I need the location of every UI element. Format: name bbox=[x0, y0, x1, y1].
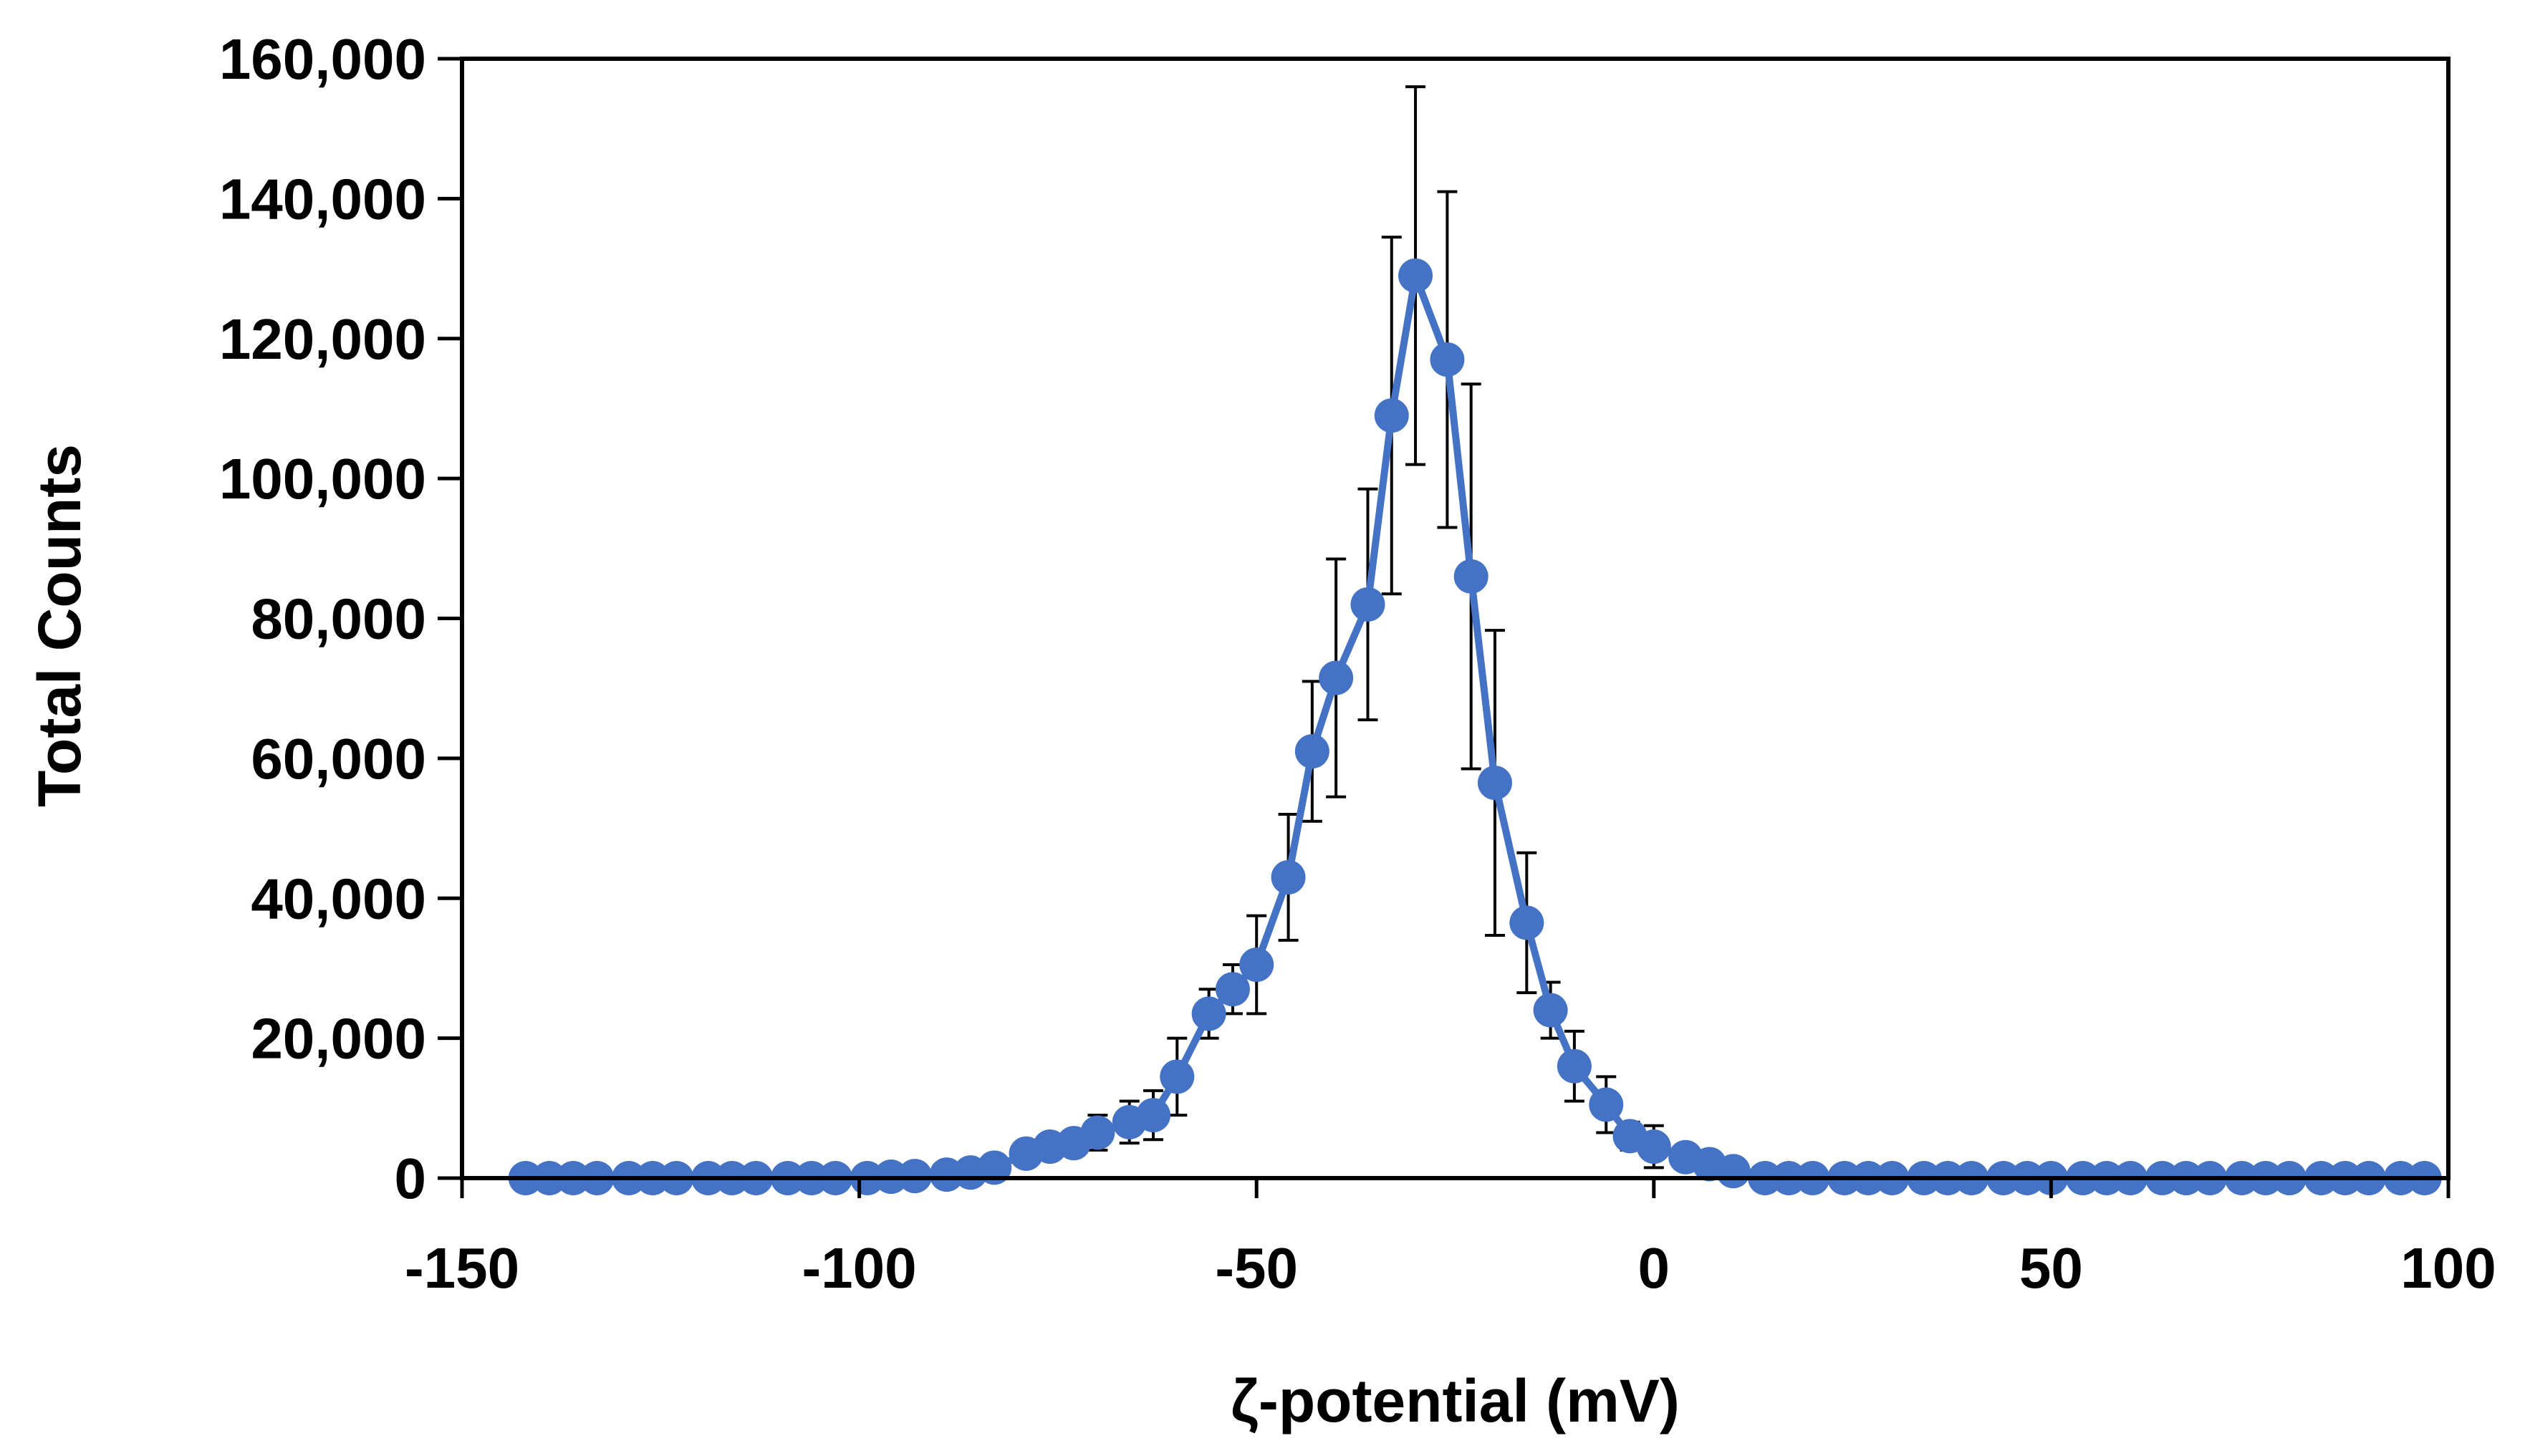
data-point bbox=[1398, 258, 1433, 293]
x-tick-label: 100 bbox=[2400, 1236, 2496, 1300]
y-tick-label: 120,000 bbox=[219, 307, 426, 371]
y-tick-label: 80,000 bbox=[251, 587, 426, 651]
data-point bbox=[1239, 948, 1274, 983]
data-point bbox=[1453, 559, 1488, 594]
data-point bbox=[1215, 972, 1250, 1007]
x-axis-title: ζ-potential (mV) bbox=[1231, 1367, 1680, 1435]
data-point bbox=[1374, 398, 1409, 433]
data-point bbox=[1160, 1059, 1195, 1094]
data-point bbox=[1191, 996, 1226, 1031]
y-tick-label: 0 bbox=[395, 1147, 427, 1210]
data-point-layer bbox=[508, 258, 2442, 1195]
data-point bbox=[1294, 734, 1329, 769]
y-tick-label: 40,000 bbox=[251, 867, 426, 930]
x-axis-ticks: -150 -100 -50 0 50 100 bbox=[405, 1178, 2496, 1300]
data-point bbox=[1271, 859, 1306, 895]
y-tick-label: 160,000 bbox=[219, 27, 426, 91]
y-tick-label: 100,000 bbox=[219, 447, 426, 511]
data-point bbox=[1509, 905, 1544, 940]
series-line bbox=[521, 271, 2428, 1182]
data-point bbox=[1716, 1154, 1751, 1189]
data-point bbox=[1136, 1098, 1171, 1133]
data-point bbox=[1636, 1129, 1671, 1165]
data-point bbox=[1533, 993, 1568, 1028]
y-tick-label: 20,000 bbox=[251, 1007, 426, 1071]
plot-area-frame bbox=[460, 57, 2451, 1180]
data-point bbox=[1080, 1115, 1115, 1150]
y-tick-label: 60,000 bbox=[251, 727, 426, 791]
x-tick-label: -150 bbox=[405, 1236, 519, 1300]
x-tick-label: 50 bbox=[2019, 1236, 2083, 1300]
data-point bbox=[1430, 342, 1465, 377]
y-tick-label: 140,000 bbox=[219, 167, 426, 231]
data-point bbox=[1557, 1048, 1592, 1084]
data-point bbox=[1319, 660, 1354, 695]
data-point bbox=[1589, 1087, 1624, 1122]
data-point bbox=[1350, 587, 1385, 622]
data-point bbox=[1477, 766, 1512, 801]
y-axis-ticks: 0 20,000 40,000 60,000 80,000 100,000 120,000 1… bbox=[219, 27, 462, 1210]
x-tick-label: 0 bbox=[1638, 1236, 1670, 1300]
x-tick-label: -100 bbox=[802, 1236, 917, 1300]
x-tick-label: -50 bbox=[1215, 1236, 1298, 1300]
y-axis-title: Total Counts bbox=[26, 444, 93, 807]
